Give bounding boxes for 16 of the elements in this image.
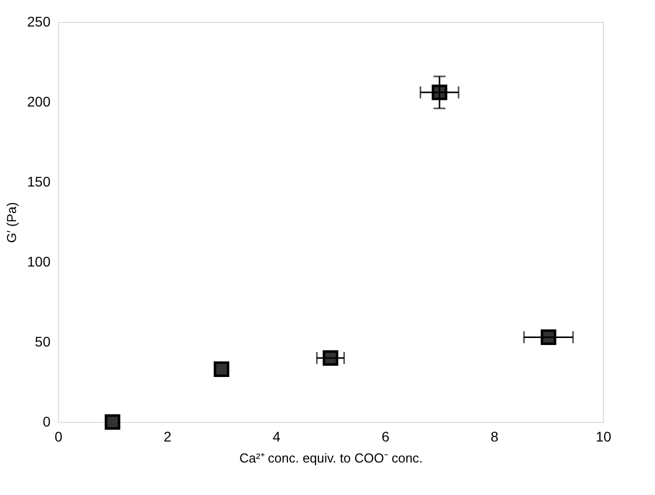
x-tick-label: 2 [164, 428, 172, 444]
x-tick-label: 4 [272, 428, 281, 444]
x-tick-label: 6 [382, 428, 390, 444]
point [214, 361, 230, 377]
point [104, 414, 120, 430]
x-tick-label: 0 [54, 428, 63, 444]
y-tick-label: 200 [27, 94, 51, 110]
y-tick-label: 100 [27, 254, 51, 270]
y-axis-title: G′ (Pa) [4, 202, 20, 243]
x-tick-label: 8 [490, 428, 499, 444]
y-tick-label: 50 [34, 334, 51, 350]
x-tick-label: 10 [596, 428, 612, 444]
y-tick-label: 150 [27, 174, 51, 190]
y-tick-label: 250 [27, 14, 51, 30]
y-tick-label: 0 [42, 414, 51, 430]
x-axis-title: Ca²⁺ conc. equiv. to COO⁻ conc. [239, 450, 423, 466]
